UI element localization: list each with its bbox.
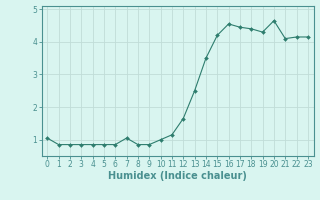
X-axis label: Humidex (Indice chaleur): Humidex (Indice chaleur) (108, 171, 247, 181)
